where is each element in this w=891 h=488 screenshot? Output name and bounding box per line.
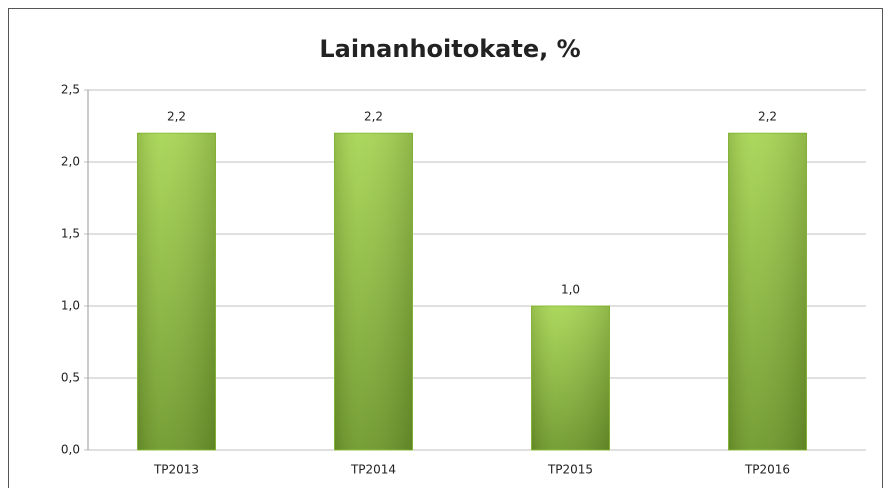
y-tick-label: 1,0 — [61, 299, 80, 313]
x-tick-label: TP2013 — [153, 463, 199, 477]
bar-shade — [728, 133, 807, 450]
data-label: 2,2 — [167, 110, 186, 124]
x-tick-label: TP2016 — [744, 463, 790, 477]
x-tick-label: TP2014 — [350, 463, 396, 477]
data-label: 2,2 — [758, 110, 777, 124]
y-tick-label: 0,5 — [61, 371, 80, 385]
bar-shade — [137, 133, 216, 450]
bar-shade — [334, 133, 413, 450]
data-label: 1,0 — [561, 283, 580, 297]
y-tick-label: 1,5 — [61, 227, 80, 241]
chart-title: Lainanhoitokate, % — [319, 35, 580, 63]
y-tick-label: 2,5 — [61, 83, 80, 97]
data-label: 2,2 — [364, 110, 383, 124]
x-tick-label: TP2015 — [547, 463, 593, 477]
y-tick-label: 0,0 — [61, 443, 80, 457]
y-tick-label: 2,0 — [61, 155, 80, 169]
bar-shade — [531, 306, 610, 450]
